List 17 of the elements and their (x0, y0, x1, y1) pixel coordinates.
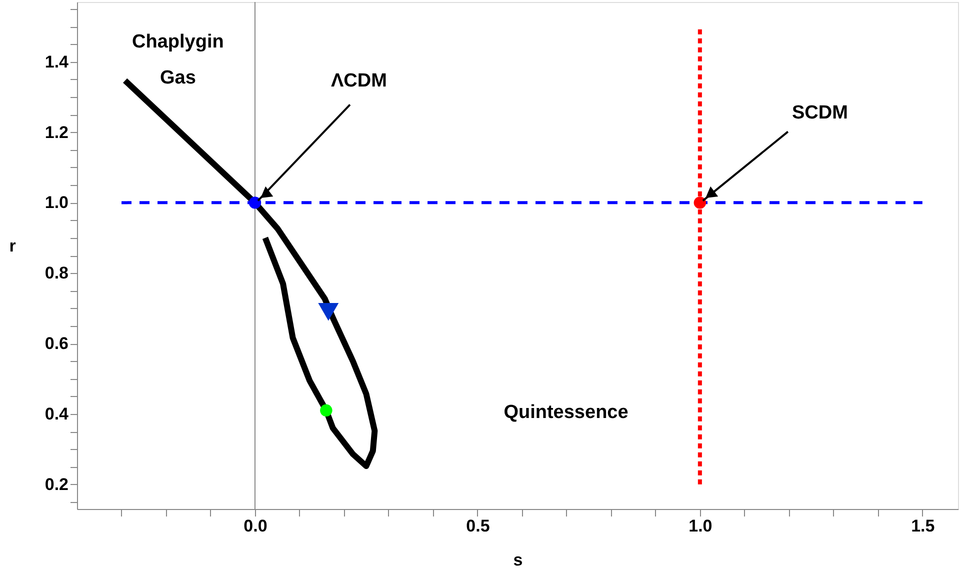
y-tick-label: 0.8 (44, 264, 68, 283)
x-tick-label: 1.5 (911, 516, 935, 536)
y-tick-label: 0.6 (44, 334, 68, 354)
y-axis-title: r (9, 236, 16, 256)
x-tick-label: 0.0 (244, 516, 268, 536)
y-tick-label: 1.0 (44, 193, 68, 212)
y-tick-label: 0.2 (44, 474, 68, 494)
annotation: SCDM (792, 102, 848, 124)
y-tick-label: 1.4 (44, 52, 70, 72)
y-tick-label: 0.4 (44, 404, 70, 424)
annotation: ΛCDM (331, 70, 387, 92)
x-axis-title: s (513, 550, 523, 570)
annotation: Chaplygin Gas (132, 31, 224, 88)
x-tick-label: 0.5 (466, 516, 490, 536)
annotation: Quintessence (504, 402, 628, 423)
y-tick-label: 1.2 (44, 122, 68, 142)
x-tick-label: 1.0 (688, 516, 712, 536)
